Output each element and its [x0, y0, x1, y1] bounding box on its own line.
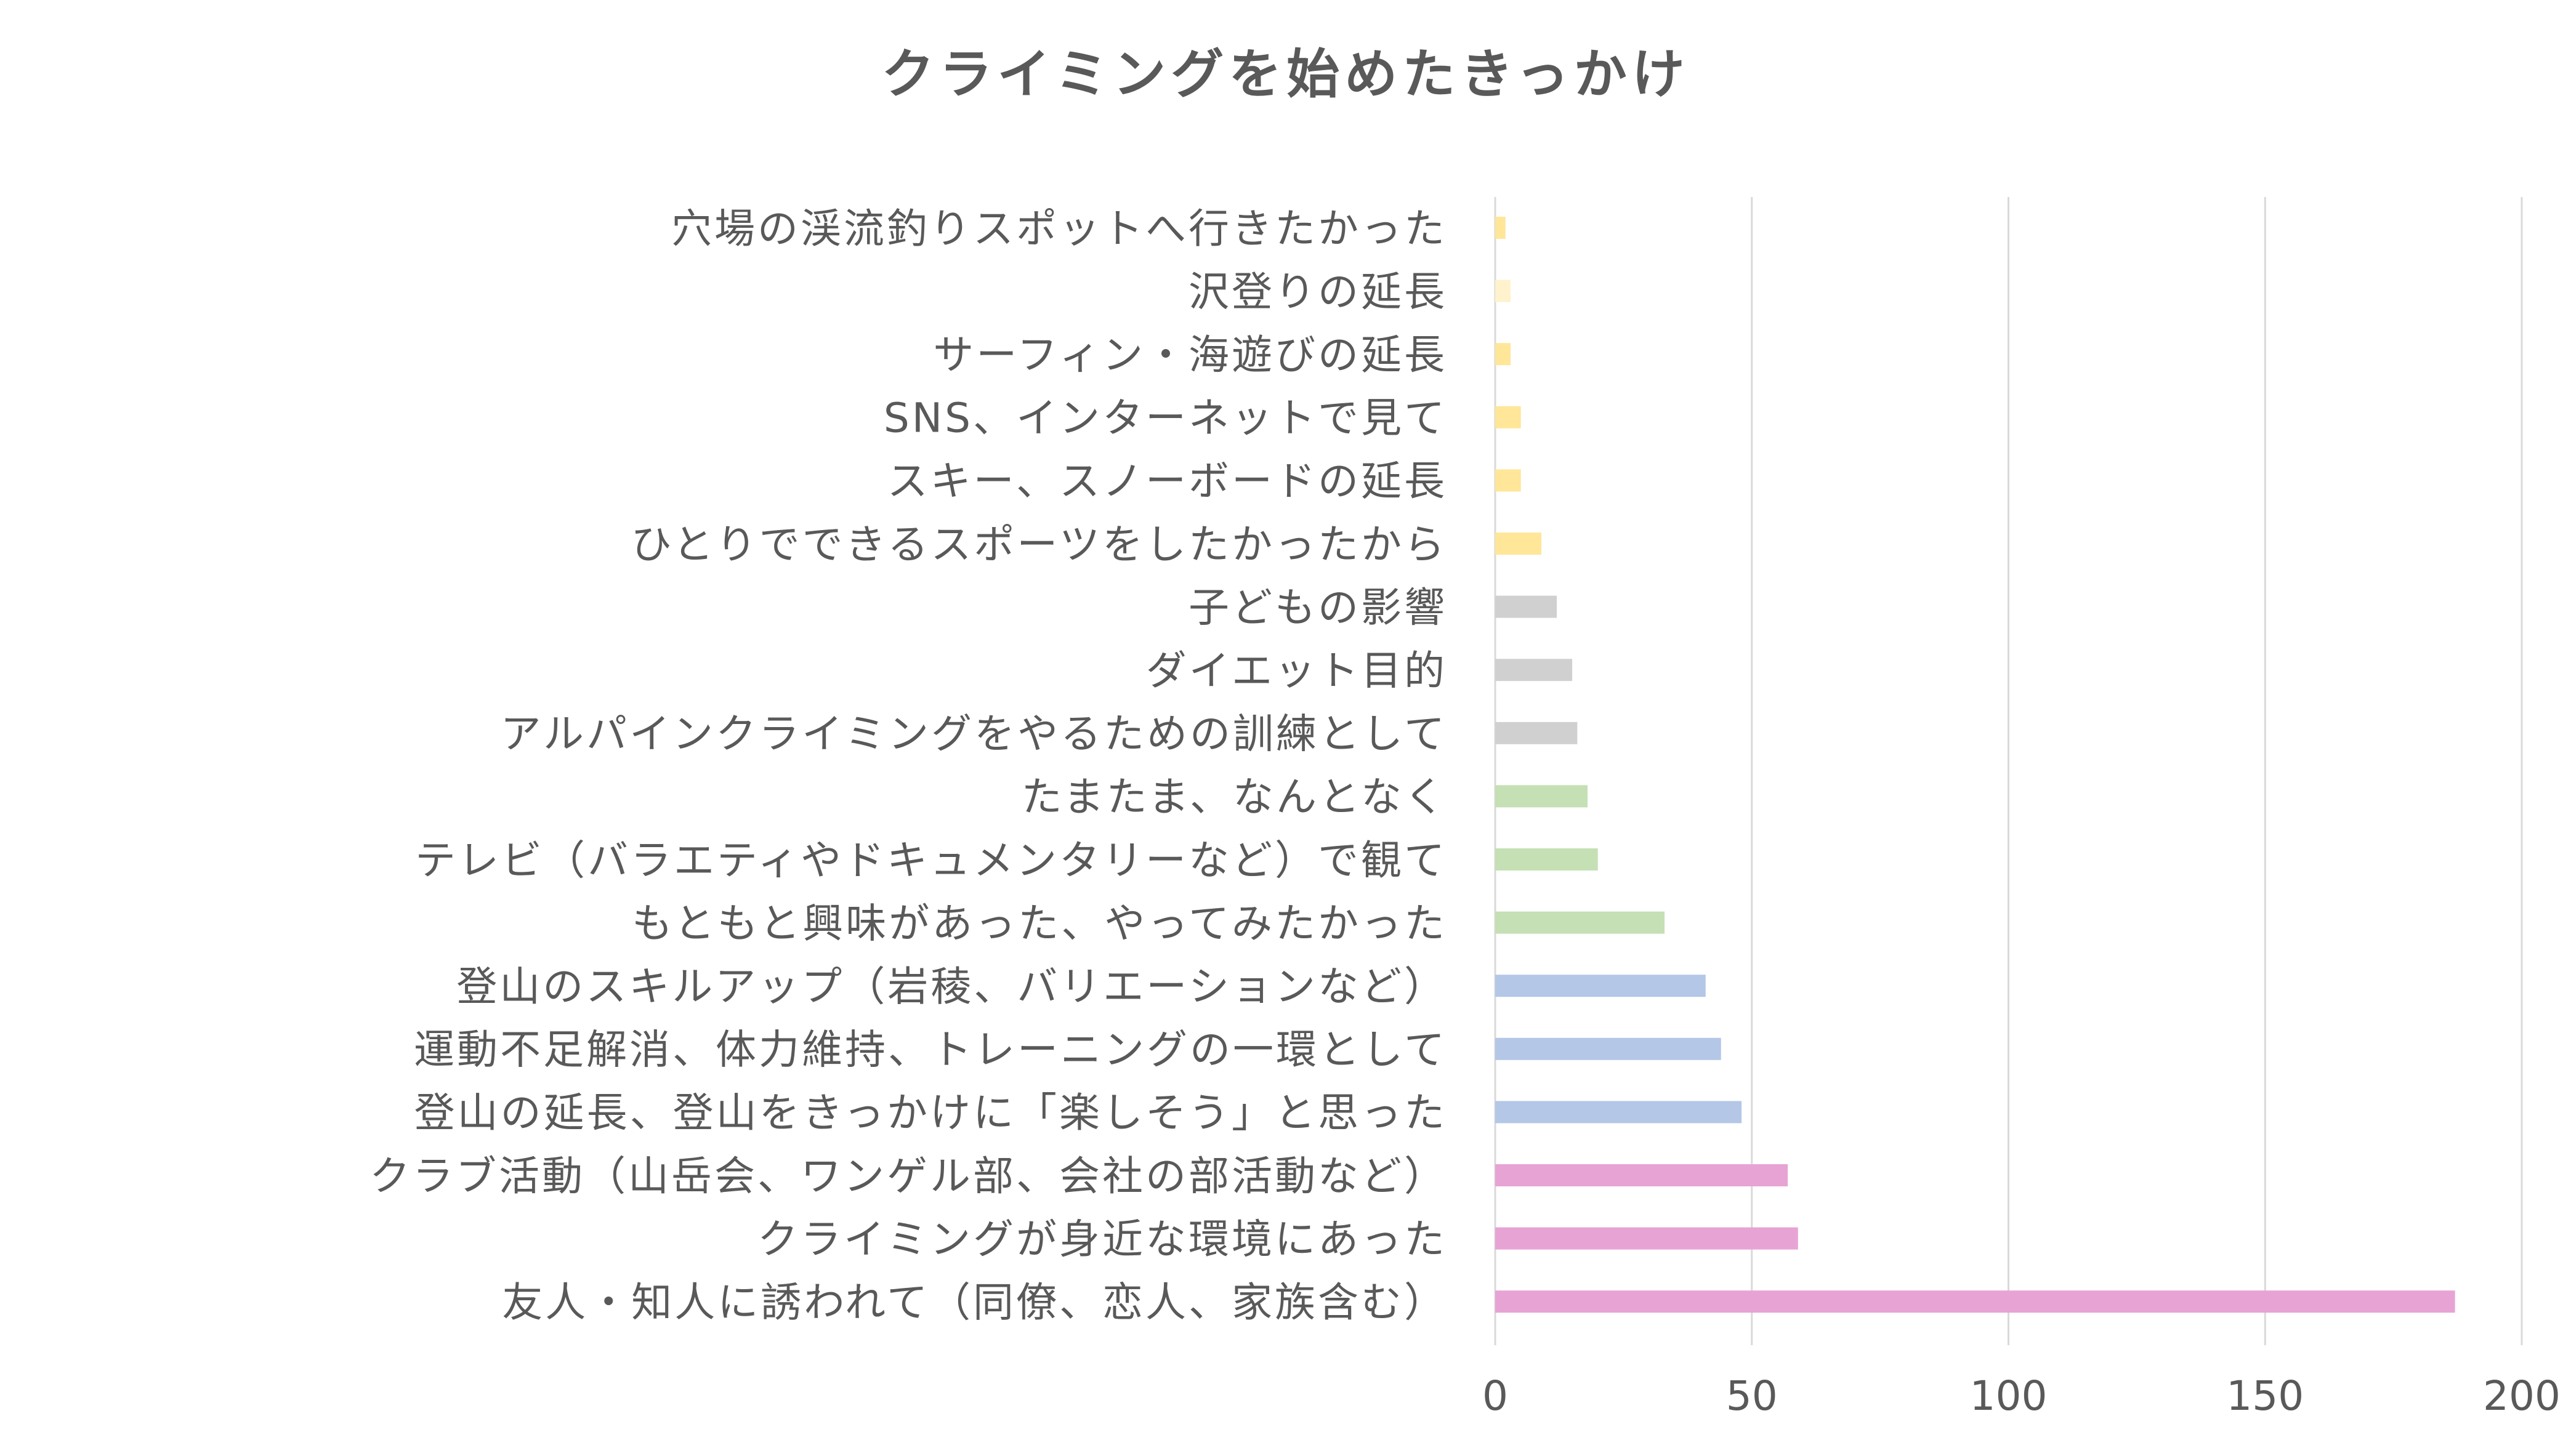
category-label: 穴場の渓流釣りスポットへ行きたかった [671, 205, 1447, 252]
bar [1495, 469, 1521, 492]
category-label: ひとりでできるスポーツをしたかったから [631, 521, 1447, 568]
x-tick-label: 50 [1726, 1372, 1778, 1420]
bar [1495, 975, 1706, 997]
category-label: ダイエット目的 [1146, 647, 1447, 694]
bar [1495, 1037, 1721, 1060]
category-label: 運動不足解消、体力維持、トレーニングの一環として [414, 1026, 1447, 1074]
bar [1495, 785, 1588, 808]
category-label: サーフィン・海遊びの延長 [933, 331, 1447, 379]
category-label: 登山のスキルアップ（岩稜、バリエーションなど） [456, 963, 1447, 1010]
bar [1495, 280, 1511, 302]
category-label: 登山の延長、登山をきっかけに「楽しそう」と思った [414, 1089, 1447, 1136]
bar [1495, 1290, 2455, 1313]
category-label: アルパインクライミングをやるための訓練として [501, 710, 1447, 758]
category-label: 友人・知人に誘われて（同僚、恋人、家族含む） [502, 1279, 1447, 1326]
x-tick-label: 150 [2226, 1372, 2304, 1420]
bar [1495, 1101, 1742, 1124]
bar [1495, 595, 1557, 618]
category-label: テレビ（バラエティやドキュメンタリーなど）で観て [415, 837, 1447, 884]
category-label: 沢登りの延長 [1189, 268, 1447, 315]
category-label: スキー、スノーボードの延長 [887, 457, 1447, 505]
bar [1495, 1227, 1798, 1250]
bar [1495, 1164, 1788, 1186]
x-tick-label: 0 [1482, 1372, 1508, 1420]
bar [1495, 911, 1665, 934]
bar [1495, 722, 1578, 744]
bar [1495, 406, 1521, 428]
category-label: SNS、インターネットで見て [884, 395, 1447, 442]
x-tick-label: 100 [1970, 1372, 2048, 1420]
bar [1495, 343, 1511, 366]
bar [1495, 659, 1573, 682]
bar [1495, 848, 1598, 871]
bar [1495, 217, 1506, 239]
bar [1495, 533, 1542, 555]
chart-title: クライミングを始めたきっかけ [881, 44, 1690, 105]
category-label: もともと興味があった、やってみたかった [632, 899, 1447, 947]
category-label: たまたま、なんとなく [1022, 773, 1447, 821]
category-label: 子どもの影響 [1189, 584, 1447, 631]
category-label: クライミングが身近な環境にあった [757, 1215, 1447, 1263]
x-tick-label: 200 [2483, 1372, 2561, 1420]
category-label: クラブ活動（山岳会、ワンゲル部、会社の部活動など） [369, 1152, 1447, 1200]
